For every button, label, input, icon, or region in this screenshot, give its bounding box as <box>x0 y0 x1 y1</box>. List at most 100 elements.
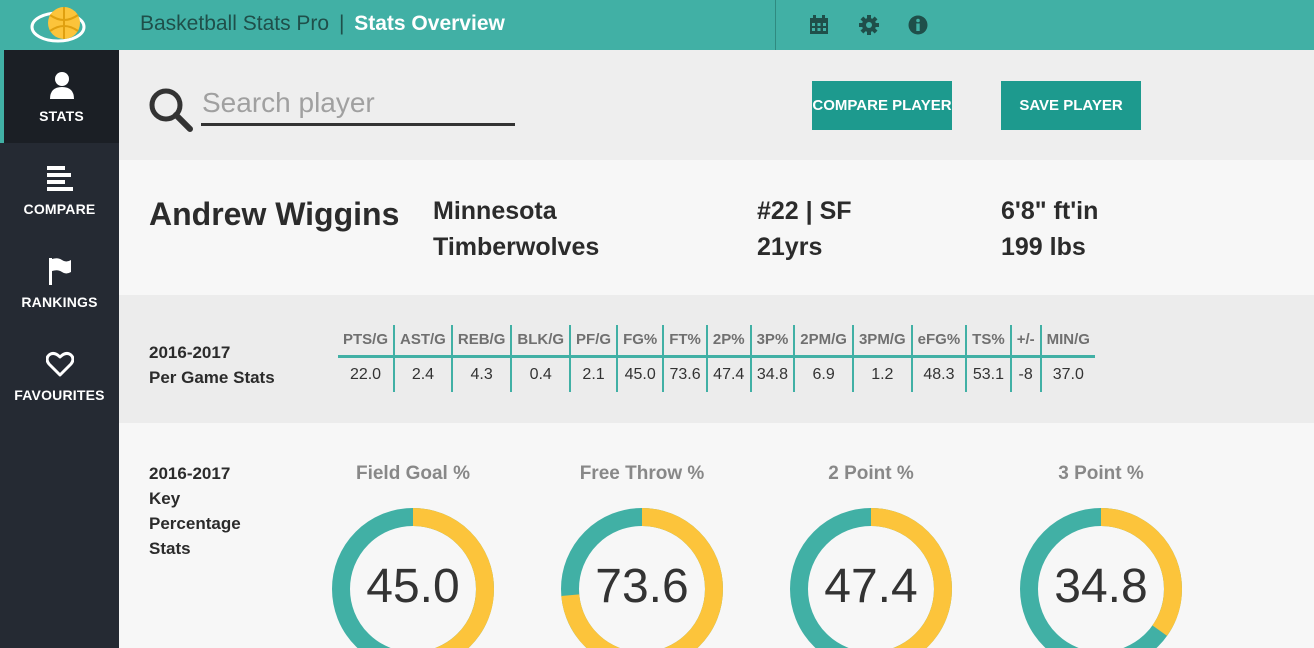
sidebar-item-rankings[interactable]: RANKINGS <box>0 236 119 329</box>
gauge-title: Field Goal % <box>355 463 471 484</box>
search-icon <box>149 88 193 132</box>
calendar-icon <box>810 15 828 34</box>
gauge-title: 3 Point % <box>1058 463 1144 484</box>
gauge-value: 47.4 <box>824 560 918 613</box>
stats-table: PTS/G AST/G REB/G BLK/G PF/G FG% FT% 2P% 3P% 2PM/… <box>338 325 1095 392</box>
stats-value-row: 22.0 2.4 4.3 0.4 2.1 45.0 73.6 47.4 34.8 6.9 1.2 48… <box>338 356 1095 392</box>
stats-value-cell: 6.9 <box>793 356 853 392</box>
save-player-button[interactable]: SAVE PLAYER <box>1001 81 1141 130</box>
info-button[interactable] <box>906 13 930 37</box>
align-left-icon <box>46 165 73 191</box>
stats-header-cell: FT% <box>662 325 707 358</box>
donut-chart <box>790 508 952 648</box>
gauge-value: 34.8 <box>1054 560 1148 613</box>
sidebar-item-compare[interactable]: COMPARE <box>0 143 119 236</box>
player-team: Minnesota Timberwolves <box>433 193 599 265</box>
donut-value-arc <box>332 508 494 648</box>
stats-header-cell: BLK/G <box>510 325 571 358</box>
stats-value-cell: 2.4 <box>393 356 452 392</box>
flag-icon <box>48 257 71 285</box>
donut-chart <box>1020 508 1182 648</box>
stats-header-cell: 2P% <box>705 325 751 358</box>
per-game-label: 2016-2017 Per Game Stats <box>149 340 275 390</box>
stats-value-cell: 37.0 <box>1039 356 1095 392</box>
donut-value-arc <box>1020 508 1182 648</box>
stats-value-cell: 53.1 <box>965 356 1011 392</box>
gauge-title: Free Throw % <box>579 463 705 484</box>
stats-value-cell: 45.0 <box>616 356 664 392</box>
player-info: Andrew Wiggins Minnesota Timberwolves #2… <box>119 160 1314 295</box>
stats-header-cell: FG% <box>616 325 664 358</box>
gauge-title: 2 Point % <box>828 463 914 484</box>
stats-value-cell: 2.1 <box>569 356 618 392</box>
page-name: Stats Overview <box>354 12 505 35</box>
stats-value-cell: 48.3 <box>910 356 967 392</box>
stats-header-cell: 3P% <box>749 325 795 358</box>
sidebar-item-label: FAVOURITES <box>14 386 105 403</box>
sidebar-item-stats[interactable]: STATS <box>0 50 119 143</box>
player-age: 21yrs <box>757 233 823 261</box>
calendar-button[interactable] <box>807 13 831 37</box>
stats-header-cell: 3PM/G <box>851 325 912 358</box>
gauge-value: 73.6 <box>595 560 689 613</box>
player-height: 6'8" ft'in <box>1001 197 1099 225</box>
player-name: Andrew Wiggins <box>149 196 400 232</box>
per-game-stats: 2016-2017 Per Game Stats PTS/G AST/G REB/G… <box>119 295 1314 423</box>
sidebar-item-label: RANKINGS <box>21 293 98 310</box>
gauge-value: 45.0 <box>366 560 460 613</box>
donut-value-arc <box>790 508 952 648</box>
header-divider <box>775 0 776 50</box>
compare-player-button[interactable]: COMPARE PLAYER <box>812 81 952 130</box>
user-icon <box>49 71 74 99</box>
stats-value-cell: 34.8 <box>749 356 795 392</box>
stats-header-cell: +/- <box>1009 325 1041 358</box>
stats-header-cell: MIN/G <box>1039 325 1095 358</box>
stats-header-cell: TS% <box>965 325 1011 358</box>
label-line: Per Game Stats <box>149 368 275 387</box>
search-bar: COMPARE PLAYER SAVE PLAYER <box>119 50 1314 160</box>
search-input[interactable] <box>201 82 515 126</box>
top-header: Basketball Stats Pro | Stats Overview <box>119 0 1314 50</box>
stats-value-cell: 4.3 <box>450 356 512 392</box>
label-line: 2016-2017 <box>149 464 231 483</box>
settings-button[interactable] <box>857 13 881 37</box>
team-line: Timberwolves <box>433 233 600 261</box>
stats-header-cell: PF/G <box>569 325 618 358</box>
player-number-age: #22 | SF 21yrs <box>757 193 852 265</box>
stats-header-row: PTS/G AST/G REB/G BLK/G PF/G FG% FT% 2P% 3P% 2PM/… <box>338 325 1095 358</box>
player-physical: 6'8" ft'in 199 lbs <box>1001 193 1098 265</box>
stats-header-cell: PTS/G <box>338 325 395 358</box>
label-line: Key <box>149 489 181 508</box>
stats-header-cell: REB/G <box>450 325 512 358</box>
basketball-logo-icon <box>30 7 85 43</box>
stats-value-cell: 22.0 <box>349 365 382 383</box>
page-title: Basketball Stats Pro | Stats Overview <box>140 12 505 36</box>
player-weight: 199 lbs <box>1001 233 1086 261</box>
stats-value-cell: 0.4 <box>510 356 571 392</box>
label-line: Percentage <box>149 514 241 533</box>
key-percentage-stats: 2016-2017 Key Percentage Stats Field Goa… <box>119 423 1314 648</box>
stats-header-cell: eFG% <box>910 325 967 358</box>
donut-chart <box>561 508 723 648</box>
label-line: 2016-2017 <box>149 343 231 362</box>
sidebar-item-label: STATS <box>39 107 84 124</box>
logo[interactable] <box>0 0 119 50</box>
key-pct-label: 2016-2017 Key Percentage Stats <box>149 461 241 561</box>
gear-icon <box>859 15 879 35</box>
team-line: Minnesota <box>433 197 557 225</box>
stats-value-cell: 1.2 <box>851 356 912 392</box>
info-icon <box>908 15 928 35</box>
stats-header-cell: AST/G <box>393 325 452 358</box>
app-name: Basketball Stats Pro <box>140 12 330 35</box>
donut-value-arc <box>561 508 723 648</box>
stats-header-cell: 2PM/G <box>793 325 853 358</box>
stats-value-cell: 47.4 <box>705 356 751 392</box>
label-line: Stats <box>149 539 191 558</box>
player-number-position: #22 | SF <box>757 197 852 225</box>
title-separator: | <box>338 12 345 35</box>
stats-value-cell: 73.6 <box>662 356 707 392</box>
stats-value-cell: -8 <box>1009 356 1041 392</box>
heart-icon <box>45 351 74 376</box>
sidebar-item-label: COMPARE <box>23 200 96 217</box>
sidebar-item-favourites[interactable]: FAVOURITES <box>0 329 119 422</box>
